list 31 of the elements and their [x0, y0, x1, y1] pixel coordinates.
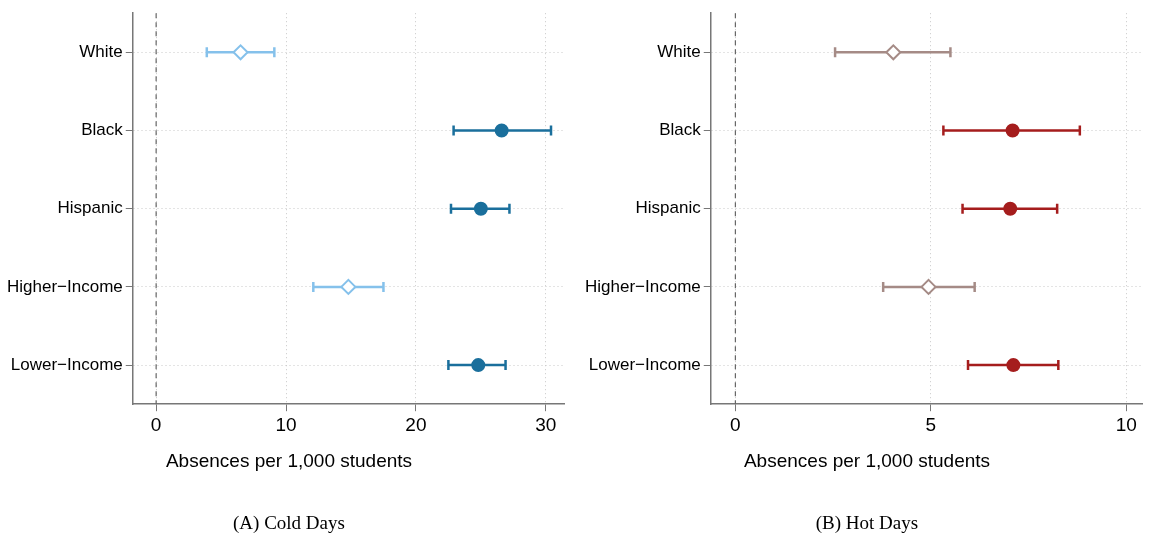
x-axis-title: Absences per 1,000 students [742, 450, 992, 472]
point [1005, 123, 1020, 138]
y-tick-label: Black [659, 120, 702, 140]
y-tick-label: White [79, 41, 123, 61]
x-tick-label: 20 [405, 413, 427, 435]
y-tick-label: Lower−Income [10, 354, 123, 374]
x-tick-label: 10 [1115, 413, 1137, 435]
y-tick-label: Lower−Income [588, 354, 701, 374]
y-tick-label: Hispanic [635, 198, 702, 218]
point [1003, 201, 1018, 216]
point [885, 44, 902, 61]
y-tick-label: White [657, 41, 701, 61]
point [920, 278, 937, 295]
x-axis-title: Absences per 1,000 students [164, 450, 414, 472]
point [473, 201, 488, 216]
point [471, 358, 486, 373]
text: (B) Hot Days [814, 512, 920, 534]
y-tick-label: Higher−Income [6, 276, 123, 296]
point [340, 278, 357, 295]
x-tick-label: 10 [275, 413, 297, 435]
x-tick-label: 0 [150, 413, 162, 435]
x-tick-label: 5 [925, 413, 937, 435]
point [1006, 358, 1021, 373]
point [494, 123, 509, 138]
y-tick-label: Black [81, 120, 124, 140]
y-tick-label: Higher−Income [584, 276, 701, 296]
text: (A) Cold Days [232, 512, 346, 534]
y-tick-label: Hispanic [57, 198, 124, 218]
x-tick-label: 30 [535, 413, 557, 435]
point [232, 44, 249, 61]
x-tick-label: 0 [730, 413, 741, 435]
